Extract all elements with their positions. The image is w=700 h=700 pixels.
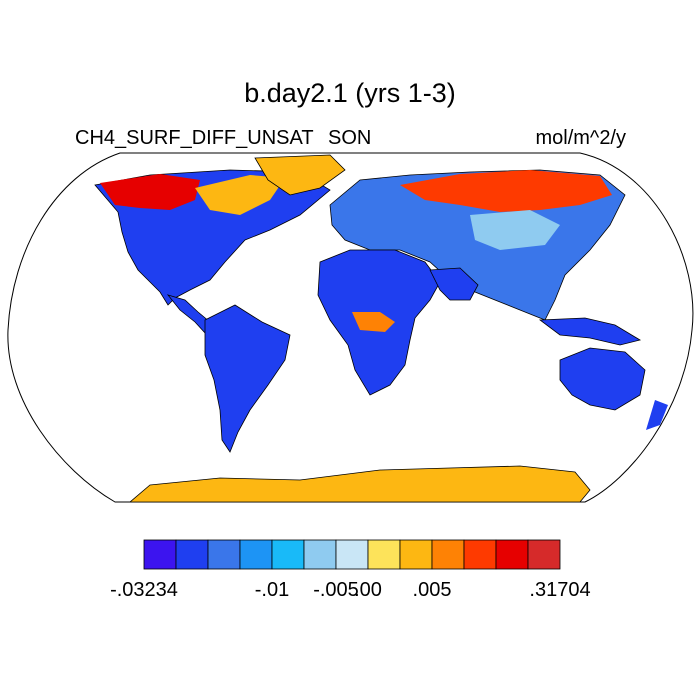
indonesia-region <box>538 317 642 346</box>
arabia-region <box>429 267 479 301</box>
greenland-region <box>254 154 346 196</box>
siberia-region <box>400 170 612 212</box>
colorbar-box-12 <box>527 539 561 570</box>
colorbar-box-7 <box>367 539 401 570</box>
central-asia-region <box>470 210 560 250</box>
arctic-canada-region <box>100 174 200 210</box>
colorbar-box-9 <box>431 539 465 570</box>
colorbar-box-11 <box>495 539 529 570</box>
colorbar-tick-label: -.03234 <box>110 579 178 601</box>
south-america-region <box>204 304 291 453</box>
variable-label: CH4_SURF_DIFF_UNSAT <box>75 127 314 149</box>
colorbar-box-0 <box>143 539 177 570</box>
colorbar-box-10 <box>463 539 497 570</box>
colorbar-tick-label: -.01 <box>255 579 289 601</box>
hudson-bay-region <box>195 175 285 215</box>
units-label: mol/m^2/y <box>535 127 626 149</box>
new-zealand-region <box>646 400 668 430</box>
map-layer <box>94 154 668 502</box>
colorbar-tick-label: -.005 <box>313 579 359 601</box>
antarctica-region <box>128 465 591 502</box>
season-label: SON <box>328 127 372 149</box>
colorbar-box-6 <box>335 539 369 570</box>
colorbar-tick-label: .31704 <box>529 579 590 601</box>
colorbar-box-8 <box>399 539 433 570</box>
colorbar-box-2 <box>207 539 241 570</box>
colorbar-box-5 <box>303 539 337 570</box>
colorbar-tick-label: .00 <box>354 579 382 601</box>
australia-region <box>559 347 646 411</box>
chart-title: b.day2.1 (yrs 1-3) <box>244 78 456 108</box>
colorbar-box-1 <box>175 539 209 570</box>
colorbar-tick-label: .005 <box>413 579 452 601</box>
colorbar: -.03234 -.01 -.005.00 .005 .31704 <box>110 539 591 601</box>
congo-region <box>352 312 395 332</box>
colorbar-box-3 <box>239 539 273 570</box>
colorbar-box-4 <box>271 539 305 570</box>
